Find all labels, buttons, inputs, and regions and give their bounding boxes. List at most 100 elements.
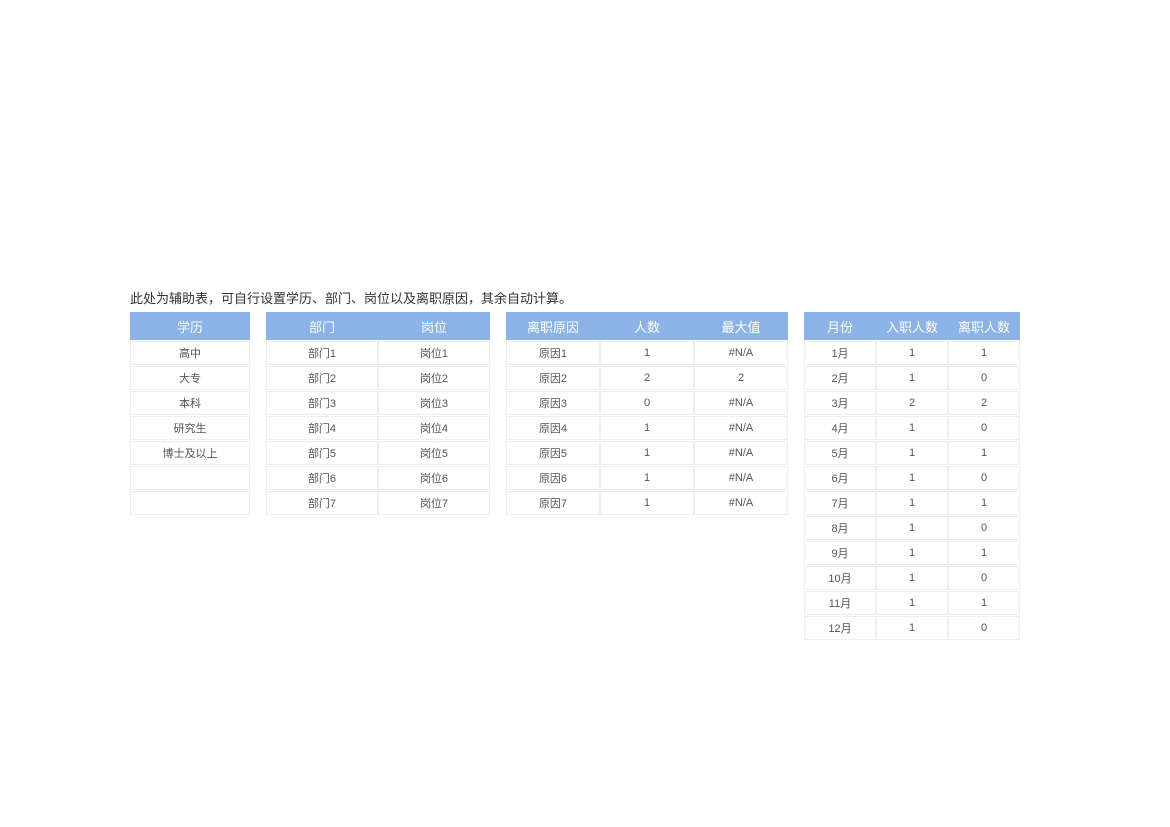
cell: 1: [600, 491, 694, 515]
table-row: 6月10: [804, 466, 1020, 490]
table-row: 原因61#N/A: [506, 466, 788, 490]
cell: 1: [948, 591, 1020, 615]
cell: 2: [948, 391, 1020, 415]
cell: 部门5: [266, 441, 378, 465]
cell: #N/A: [694, 416, 788, 440]
cell: 原因7: [506, 491, 600, 515]
cell: 原因6: [506, 466, 600, 490]
cell: 岗位7: [378, 491, 490, 515]
cell: 高中: [130, 341, 250, 365]
cell: 1: [600, 341, 694, 365]
cell: 1: [876, 466, 948, 490]
cell: 岗位6: [378, 466, 490, 490]
cell: 2: [694, 366, 788, 390]
cell: 10月: [804, 566, 876, 590]
table-row: 原因51#N/A: [506, 441, 788, 465]
table-row: 部门2岗位2: [266, 366, 490, 390]
cell: 岗位3: [378, 391, 490, 415]
table-row: 博士及以上: [130, 441, 250, 465]
table-row: 研究生: [130, 416, 250, 440]
cell: 1: [876, 491, 948, 515]
hire-header: 入职人数: [876, 312, 948, 340]
cell: 1: [876, 441, 948, 465]
cell: 1: [876, 366, 948, 390]
cell: 原因1: [506, 341, 600, 365]
cell: 1: [600, 466, 694, 490]
table-row: [130, 491, 250, 515]
table-row: 原因41#N/A: [506, 416, 788, 440]
cell: 部门7: [266, 491, 378, 515]
cell: 1: [876, 616, 948, 640]
edu-header: 学历: [130, 312, 250, 340]
cell: 部门6: [266, 466, 378, 490]
table-row: 原因11#N/A: [506, 341, 788, 365]
cell: 0: [600, 391, 694, 415]
cell: 6月: [804, 466, 876, 490]
table-row: 4月10: [804, 416, 1020, 440]
cell: 岗位1: [378, 341, 490, 365]
table-row: 本科: [130, 391, 250, 415]
cell: 9月: [804, 541, 876, 565]
table-row: 部门4岗位4: [266, 416, 490, 440]
table-row: 5月11: [804, 441, 1020, 465]
count-header: 人数: [600, 312, 694, 340]
cell: 2月: [804, 366, 876, 390]
table-row: 部门6岗位6: [266, 466, 490, 490]
cell: #N/A: [694, 341, 788, 365]
cell: 1: [948, 491, 1020, 515]
cell: 1: [948, 341, 1020, 365]
cell: 0: [948, 516, 1020, 540]
month-table: 月份 入职人数 离职人数 1月112月103月224月105月116月107月1…: [804, 311, 1020, 641]
department-table: 部门 岗位 部门1岗位1部门2岗位2部门3岗位3部门4岗位4部门5岗位5部门6岗…: [266, 311, 490, 516]
cell: 1月: [804, 341, 876, 365]
cell: 0: [948, 366, 1020, 390]
cell: 3月: [804, 391, 876, 415]
cell: 部门2: [266, 366, 378, 390]
cell: 原因5: [506, 441, 600, 465]
cell: [130, 466, 250, 490]
cell: #N/A: [694, 466, 788, 490]
table-row: 部门7岗位7: [266, 491, 490, 515]
cell: 1: [876, 541, 948, 565]
table-row: 部门3岗位3: [266, 391, 490, 415]
table-row: 7月11: [804, 491, 1020, 515]
cell: 1: [876, 341, 948, 365]
table-row: 原因30#N/A: [506, 391, 788, 415]
cell: 7月: [804, 491, 876, 515]
month-header: 月份: [804, 312, 876, 340]
table-row: 2月10: [804, 366, 1020, 390]
dept-header: 部门: [266, 312, 378, 340]
table-row: 高中: [130, 341, 250, 365]
cell: 1: [600, 441, 694, 465]
cell: 原因2: [506, 366, 600, 390]
cell: 岗位4: [378, 416, 490, 440]
cell: 部门1: [266, 341, 378, 365]
cell: 2: [876, 391, 948, 415]
cell: 1: [876, 591, 948, 615]
cell: 0: [948, 566, 1020, 590]
cell: 1: [876, 566, 948, 590]
reason-header: 离职原因: [506, 312, 600, 340]
cell: 部门3: [266, 391, 378, 415]
cell: 研究生: [130, 416, 250, 440]
cell: 原因4: [506, 416, 600, 440]
cell: #N/A: [694, 441, 788, 465]
table-row: [130, 466, 250, 490]
table-row: 12月10: [804, 616, 1020, 640]
cell: 8月: [804, 516, 876, 540]
cell: 岗位5: [378, 441, 490, 465]
cell: #N/A: [694, 391, 788, 415]
tables-row: 学历 高中大专本科研究生博士及以上 部门 岗位 部门1岗位1部门2岗位2部门3岗…: [130, 311, 1020, 641]
cell: 1: [876, 416, 948, 440]
cell: #N/A: [694, 491, 788, 515]
cell: 5月: [804, 441, 876, 465]
table-row: 部门1岗位1: [266, 341, 490, 365]
table-row: 9月11: [804, 541, 1020, 565]
table-row: 11月11: [804, 591, 1020, 615]
table-row: 8月10: [804, 516, 1020, 540]
cell: 0: [948, 616, 1020, 640]
cell: 1: [948, 441, 1020, 465]
table-row: 3月22: [804, 391, 1020, 415]
table-row: 1月11: [804, 341, 1020, 365]
cell: 0: [948, 416, 1020, 440]
